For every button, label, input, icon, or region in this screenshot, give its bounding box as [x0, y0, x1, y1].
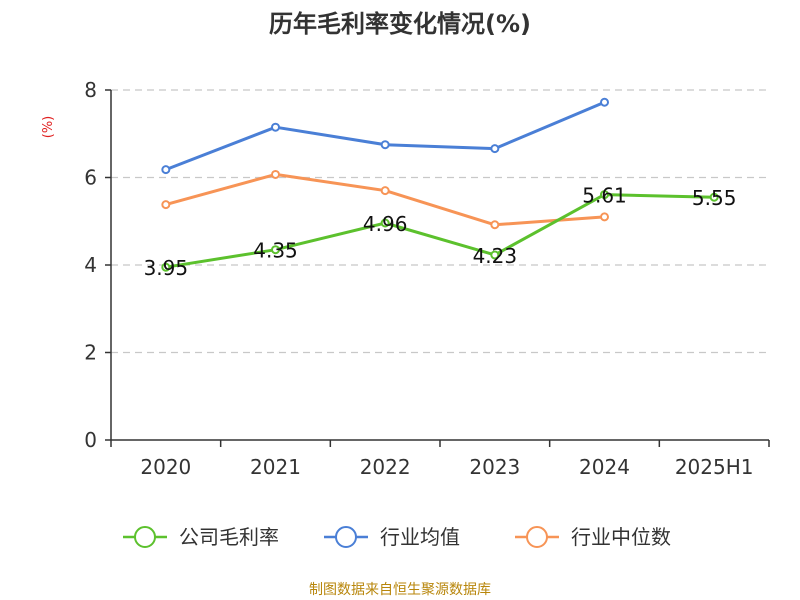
legend-item: 公司毛利率 [123, 525, 279, 549]
legend-marker [526, 526, 548, 548]
legend-item: 行业中位数 [515, 525, 671, 549]
data-point [490, 144, 500, 154]
series-line [165, 193, 715, 269]
x-tick-label: 2020 [140, 455, 191, 479]
data-labels: 3.95 4.35 4.96 4.23 5.61 5.55 [144, 184, 737, 281]
y-tick-label: 6 [84, 166, 97, 190]
data-point [380, 186, 390, 196]
y-tick-label: 4 [84, 253, 97, 277]
x-tick-label: 2021 [250, 455, 301, 479]
gridlines [111, 89, 769, 354]
legend-item: 行业均值 [324, 525, 460, 549]
data-label: 5.55 [692, 186, 737, 210]
axes: 0 2 4 6 8 2020 2021 2022 2023 2024 2025H1 [84, 78, 770, 479]
x-tick-label: 2023 [469, 455, 520, 479]
data-point [161, 165, 171, 175]
data-point [271, 169, 280, 179]
chart-title: 历年毛利率变化情况(%) [269, 10, 531, 38]
legend: 公司毛利率 行业均值 行业中位数 [123, 525, 671, 549]
legend-label: 行业均值 [380, 525, 460, 549]
series-line [165, 100, 606, 171]
series-group [161, 97, 719, 272]
data-point [490, 220, 500, 230]
data-point [271, 122, 280, 132]
data-label: 3.95 [144, 256, 189, 280]
data-label: 4.96 [363, 212, 408, 236]
data-point [709, 192, 719, 202]
legend-marker [134, 526, 156, 548]
data-label: 4.23 [473, 244, 518, 268]
y-unit-label: (%) [41, 116, 56, 139]
data-point [600, 212, 609, 222]
y-tick-label: 8 [84, 78, 97, 102]
data-point [380, 218, 390, 228]
legend-label: 行业中位数 [571, 525, 671, 549]
data-point [490, 250, 500, 260]
data-point [271, 245, 280, 255]
legend-marker [335, 526, 357, 548]
x-tick-label: 2022 [360, 455, 411, 479]
data-point [161, 262, 171, 272]
legend-label: 公司毛利率 [179, 525, 279, 549]
data-point [161, 200, 171, 210]
y-tick-label: 2 [84, 341, 97, 365]
data-point [600, 97, 609, 107]
x-tick-label: 2025H1 [675, 455, 754, 479]
y-tick-label: 0 [84, 428, 97, 452]
data-point [600, 190, 609, 200]
data-point [380, 140, 390, 150]
source-note: 制图数据来自恒生聚源数据库 [309, 582, 491, 598]
x-tick-label: 2024 [579, 455, 630, 479]
data-label: 5.61 [582, 184, 627, 208]
data-label: 4.35 [253, 239, 298, 263]
